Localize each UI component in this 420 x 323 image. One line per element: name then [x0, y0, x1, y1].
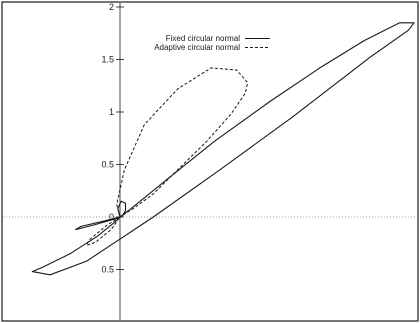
y-tick-label-2: 1 — [109, 107, 114, 117]
legend-label-fixed: Fixed circular normal — [166, 34, 240, 43]
legend: Fixed circular normal Adaptive circular … — [154, 34, 270, 52]
series-line-2 — [75, 216, 121, 231]
series-line-0 — [31, 22, 415, 276]
series-line-3 — [86, 216, 121, 246]
y-tick-label-1: 1.5 — [101, 55, 114, 65]
y-tick-label-4: 0 — [109, 212, 114, 222]
series-line-4 — [117, 200, 127, 218]
legend-label-adaptive: Adaptive circular normal — [154, 43, 240, 52]
series-line-1 — [116, 67, 249, 218]
y-tick-label-0: 2 — [109, 2, 114, 12]
y-tick-label-3: 0.5 — [101, 160, 114, 170]
y-ticks: 2 1.5 1 0.5 0 0.5 — [101, 2, 124, 275]
y-tick-label-5: 0.5 — [101, 265, 114, 275]
series-group — [31, 22, 415, 276]
